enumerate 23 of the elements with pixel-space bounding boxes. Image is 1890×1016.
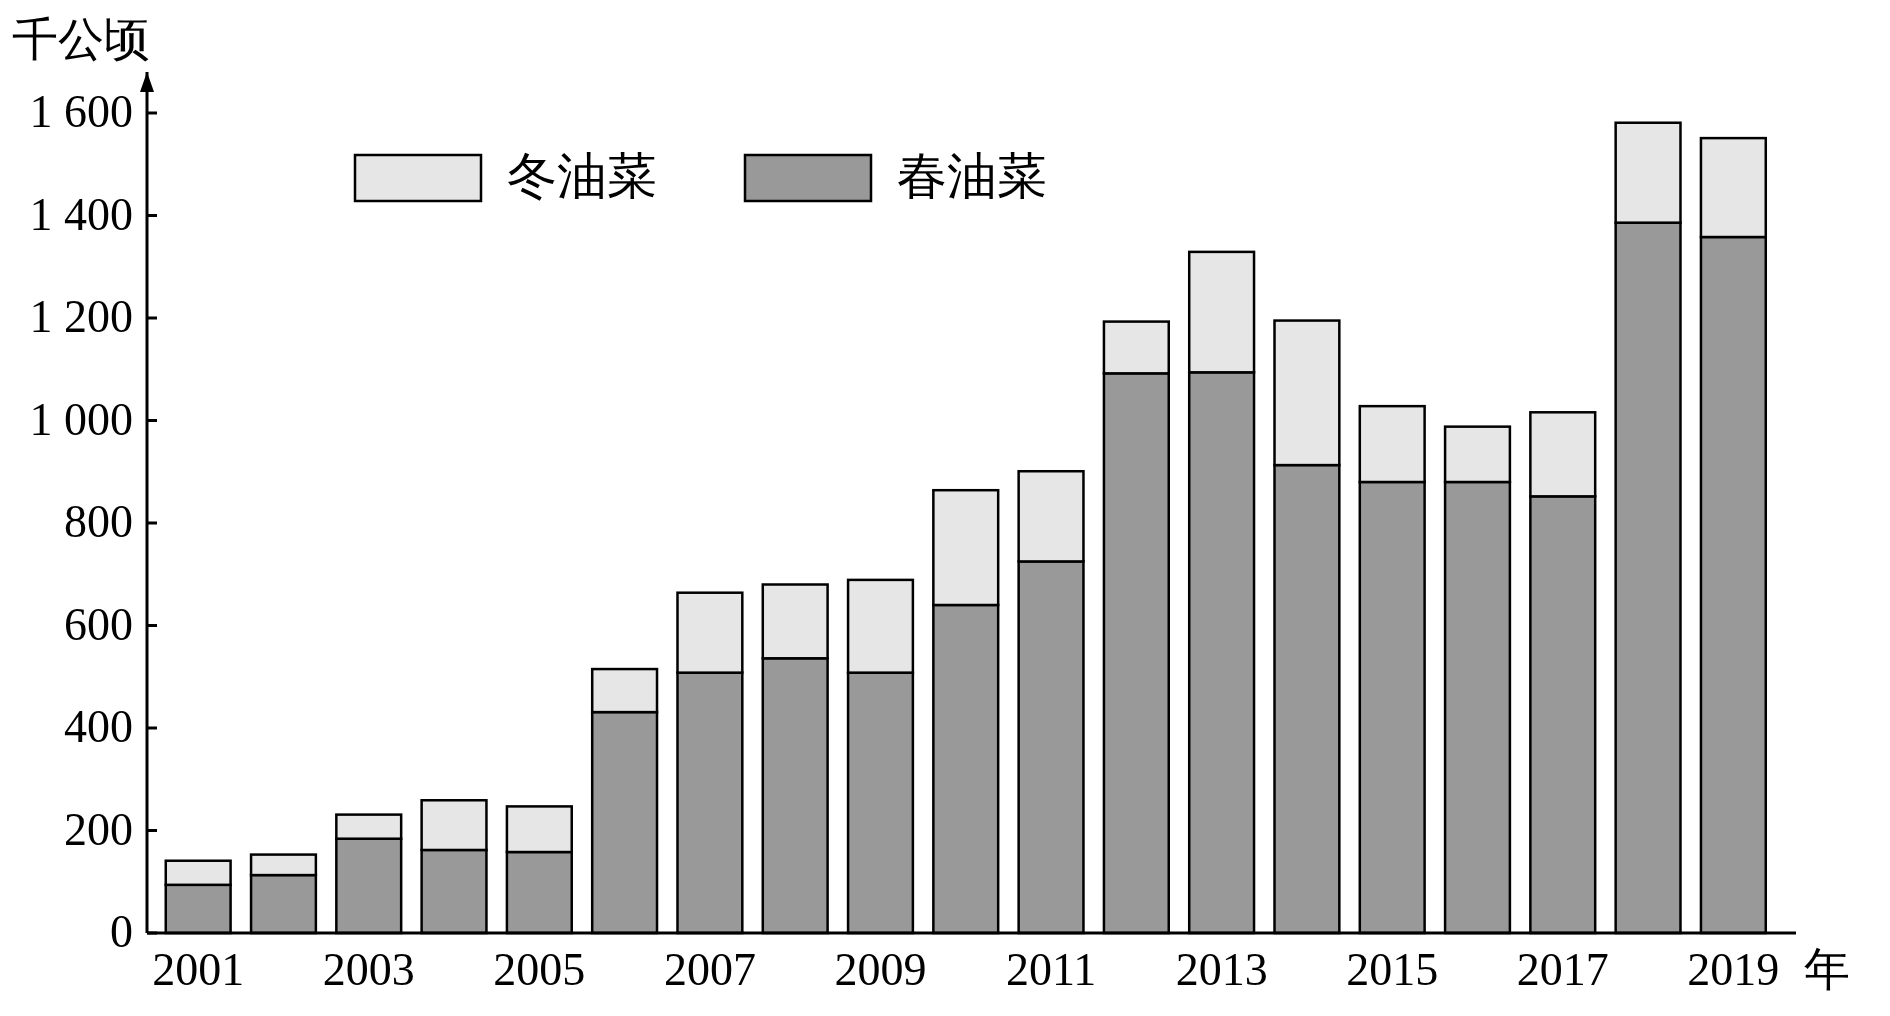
legend-label: 冬油菜 (507, 148, 657, 204)
x-tick-label: 2009 (834, 944, 927, 995)
x-tick-label: 2005 (493, 944, 586, 995)
x-tick-label: 2001 (152, 944, 245, 995)
y-axis-title: 千公顷 (12, 14, 150, 65)
y-tick-label: 1 000 (29, 393, 133, 445)
x-tick-label: 2017 (1516, 944, 1609, 995)
legend-label: 春油菜 (897, 148, 1047, 204)
x-axis-title: 年 (1804, 944, 1850, 995)
x-tick-label: 2011 (1005, 944, 1097, 995)
x-tick-label: 2019 (1687, 944, 1780, 995)
x-tick-label: 2013 (1175, 944, 1268, 995)
y-tick-label: 800 (64, 496, 133, 547)
y-tick-label: 600 (64, 598, 133, 650)
y-tick-label: 1 200 (29, 291, 133, 342)
x-tick-label: 2003 (322, 944, 415, 995)
y-tick-label: 1 400 (29, 188, 133, 240)
y-tick-label: 1 600 (29, 86, 133, 137)
y-tick-label: 200 (64, 803, 133, 855)
y-tick-label: 400 (64, 701, 133, 752)
x-tick-label: 2007 (663, 944, 756, 995)
x-tick-label: 2015 (1346, 944, 1439, 995)
y-tick-label: 0 (110, 906, 133, 957)
